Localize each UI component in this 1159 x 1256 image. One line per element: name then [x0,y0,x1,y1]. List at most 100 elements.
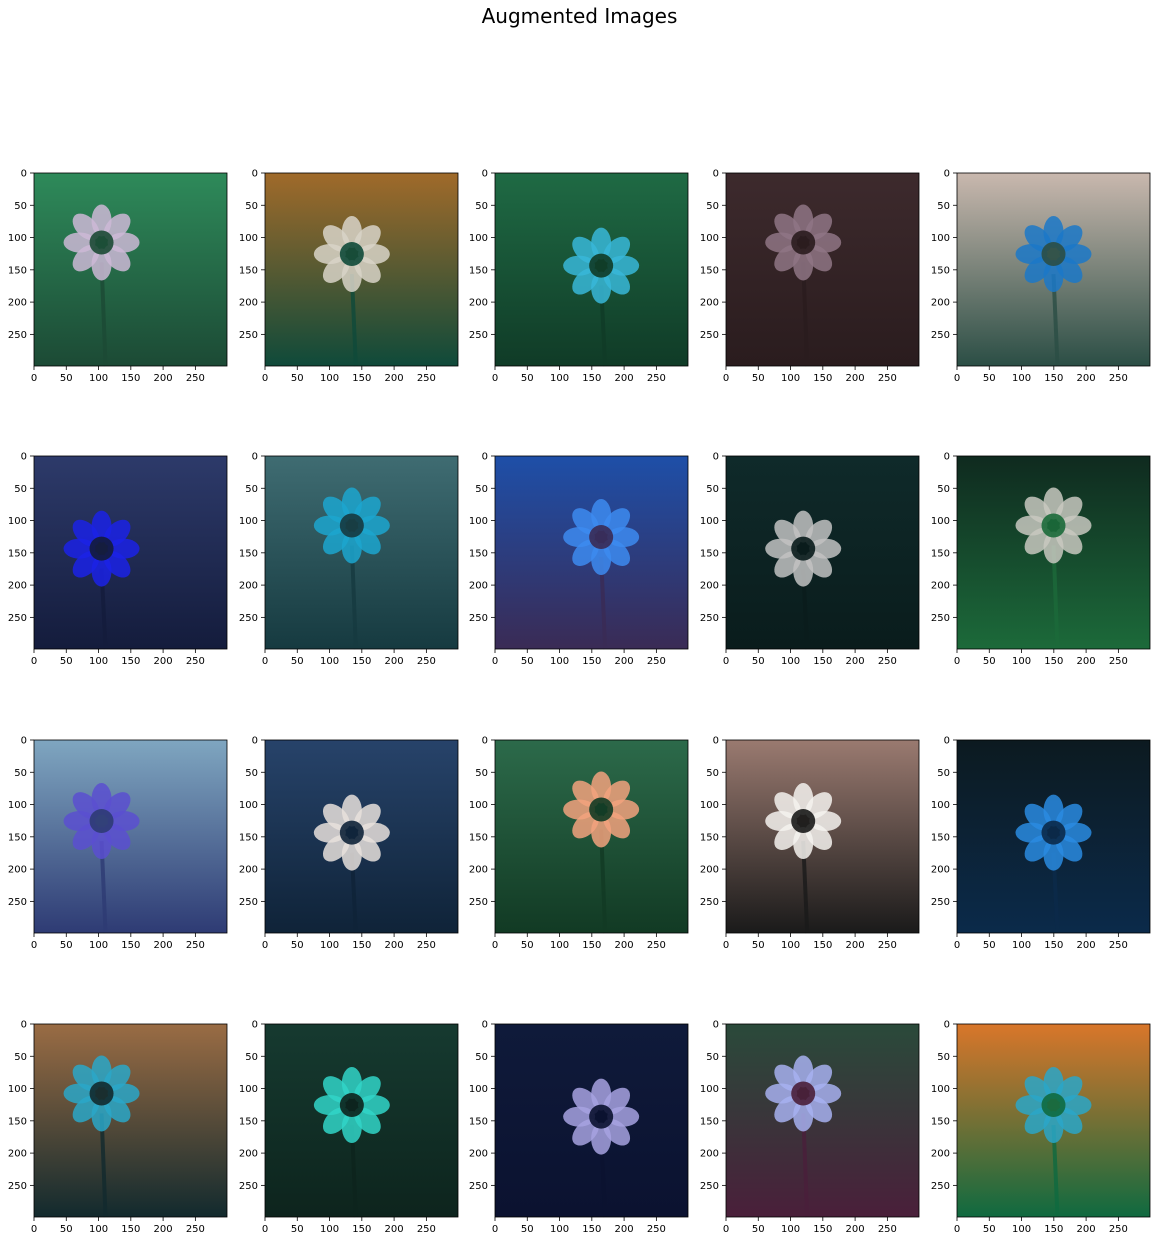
x-tick-label: 50 [291,656,304,667]
y-tick-label: 0 [944,736,950,747]
x-tick-label: 200 [615,1224,634,1235]
x-tick-label: 100 [1012,940,1031,951]
x-tick-label: 0 [723,940,729,951]
x-tick-label: 150 [582,373,601,384]
augmented-image-3 [495,173,688,367]
y-tick-label: 50 [937,1052,950,1063]
subplot-6-canvas: 0 50 100 150 200 250 0 50 100 150 200 250 [8,452,228,667]
y-tick-label: 200 [239,865,258,876]
subplot-4-canvas: 0 50 100 150 200 250 0 50 100 150 200 250 [700,169,920,384]
subplot-13-canvas: 0 50 100 150 200 250 0 50 100 150 200 250 [469,736,689,951]
subplot-10: 0 50 100 150 200 250 0 50 100 150 200 250 [923,452,1154,688]
x-tick-label: 150 [1044,373,1063,384]
x-tick-label: 0 [31,1224,37,1235]
x-tick-label: 0 [492,940,498,951]
subplot-12: 0 50 100 150 200 250 0 50 100 150 200 250 [231,736,462,972]
y-tick-label: 150 [700,832,719,843]
y-tick-label: 50 [245,1052,258,1063]
x-tick-label: 200 [385,1224,404,1235]
x-tick-label: 250 [878,940,897,951]
x-tick-label: 0 [492,373,498,384]
x-tick-label: 0 [954,940,960,951]
y-tick-label: 200 [700,865,719,876]
x-tick-label: 200 [1077,940,1096,951]
subplot-7-canvas: 0 50 100 150 200 250 0 50 100 150 200 250 [239,452,459,667]
x-tick-label: 0 [954,1224,960,1235]
x-tick-label: 0 [262,940,268,951]
subplot-16-canvas: 0 50 100 150 200 250 0 50 100 150 200 250 [8,1020,228,1235]
y-tick-label: 200 [700,298,719,309]
subplot-19-canvas: 0 50 100 150 200 250 0 50 100 150 200 250 [700,1020,920,1235]
x-tick-label: 0 [954,656,960,667]
x-tick-label: 200 [846,1224,865,1235]
x-tick-label: 50 [60,1224,73,1235]
y-tick-label: 50 [706,201,719,212]
x-tick-label: 200 [846,940,865,951]
augmented-image-8 [495,456,688,650]
y-tick-label: 0 [252,452,258,463]
augmented-image-19 [726,1024,919,1218]
y-tick-label: 150 [239,1116,258,1127]
y-tick-label: 200 [700,1149,719,1160]
y-tick-label: 50 [245,768,258,779]
y-tick-label: 50 [937,768,950,779]
augmented-image-17 [265,1024,458,1218]
x-tick-label: 200 [846,656,865,667]
y-tick-label: 200 [931,1149,950,1160]
y-tick-label: 100 [239,800,258,811]
y-tick-label: 150 [700,548,719,559]
subplot-2-canvas: 0 50 100 150 200 250 0 50 100 150 200 250 [239,169,459,384]
x-tick-label: 100 [89,940,108,951]
y-tick-label: 50 [14,1052,27,1063]
x-tick-label: 200 [1077,656,1096,667]
x-tick-label: 200 [154,373,173,384]
augmented-image-9 [726,456,919,650]
y-tick-label: 100 [931,516,950,527]
y-tick-label: 250 [8,330,27,341]
x-tick-label: 250 [1109,656,1128,667]
x-tick-label: 50 [60,373,73,384]
y-tick-label: 250 [469,330,488,341]
x-tick-label: 200 [615,373,634,384]
x-tick-label: 250 [186,1224,205,1235]
y-tick-label: 250 [8,897,27,908]
y-tick-label: 0 [21,452,27,463]
y-tick-label: 250 [931,897,950,908]
subplot-18-canvas: 0 50 100 150 200 250 0 50 100 150 200 250 [469,1020,689,1235]
subplot-20: 0 50 100 150 200 250 0 50 100 150 200 250 [923,1020,1154,1256]
subplot-1-canvas: 0 50 100 150 200 250 0 50 100 150 200 250 [8,169,228,384]
subplot-11: 0 50 100 150 200 250 0 50 100 150 200 250 [0,736,231,972]
y-tick-label: 200 [700,581,719,592]
augmented-image-11 [34,740,227,934]
x-tick-label: 100 [781,373,800,384]
x-tick-label: 150 [121,940,140,951]
y-tick-label: 100 [931,1084,950,1095]
x-tick-label: 250 [186,373,205,384]
augmented-image-13 [495,740,688,934]
x-tick-label: 100 [89,373,108,384]
augmented-image-6 [34,456,227,650]
subplot-1: 0 50 100 150 200 250 0 50 100 150 200 250 [0,169,231,405]
subplot-20-canvas: 0 50 100 150 200 250 0 50 100 150 200 250 [931,1020,1151,1235]
y-tick-label: 250 [700,1181,719,1192]
y-tick-label: 100 [8,1084,27,1095]
y-tick-label: 0 [713,169,719,180]
y-tick-label: 50 [14,768,27,779]
y-tick-label: 100 [931,800,950,811]
y-tick-label: 250 [700,897,719,908]
y-tick-label: 200 [931,298,950,309]
x-tick-label: 50 [752,1224,765,1235]
x-tick-label: 100 [781,940,800,951]
x-tick-label: 50 [983,940,996,951]
x-tick-label: 150 [813,940,832,951]
x-tick-label: 250 [1109,940,1128,951]
y-tick-label: 0 [482,1020,488,1031]
y-tick-label: 50 [475,768,488,779]
x-tick-label: 50 [521,940,534,951]
y-tick-label: 0 [482,169,488,180]
subplot-18: 0 50 100 150 200 250 0 50 100 150 200 250 [461,1020,692,1256]
y-tick-label: 100 [469,233,488,244]
x-tick-label: 0 [262,373,268,384]
x-tick-label: 150 [813,373,832,384]
x-tick-label: 100 [1012,656,1031,667]
